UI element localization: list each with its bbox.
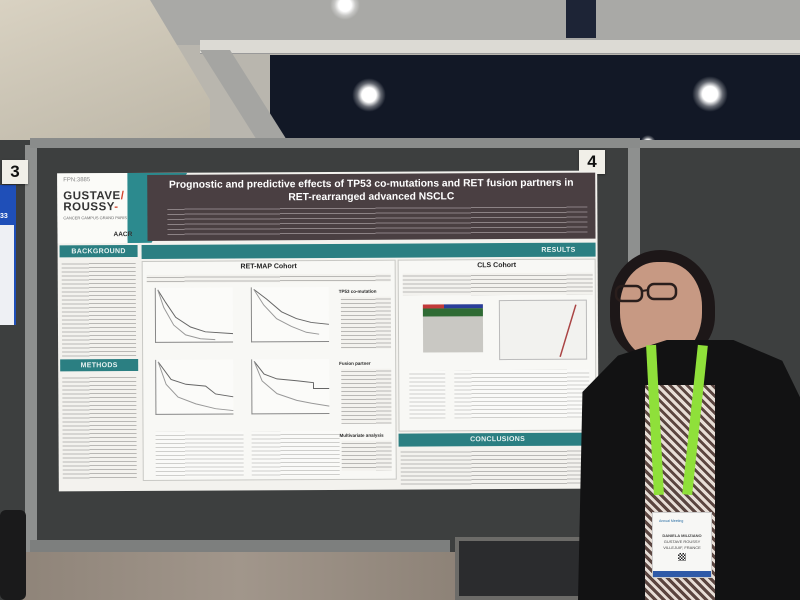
ceiling-beam — [566, 0, 596, 38]
km-plot-2b — [251, 358, 330, 415]
badge-location: VILLEJUIF, FRANCE — [663, 545, 701, 550]
tp53-text — [340, 296, 392, 349]
fusion-subheading: Fusion partner — [339, 360, 371, 366]
ret-map-panel: RET-MAP Cohort TP53 co-mutation Fusion p… — [141, 259, 397, 481]
board-number-card: 4 — [579, 150, 605, 174]
badge-organization: GUSTAVE ROUSSY — [663, 539, 701, 544]
forest-plot-3a — [155, 431, 244, 477]
scientific-poster: FPN:3885 GUSTAVE/ ROUSSY- CANCER CAMPUS … — [57, 170, 599, 492]
ret-map-heading: RET-MAP Cohort — [240, 263, 297, 271]
multivariate-text — [341, 440, 392, 471]
institution-subtitle: CANCER CAMPUS GRAND PARIS — [63, 215, 127, 221]
fusion-text — [341, 368, 392, 424]
ret-map-summary — [146, 273, 391, 283]
name-badge: Annual Meeting DANIELA MILIZIANO GUSTAVE… — [652, 512, 712, 578]
adjacent-poster-left: 33 — [0, 185, 16, 325]
board-frame-bottom — [30, 540, 450, 552]
results-heading: RESULTS — [141, 242, 596, 259]
km-plot-1a — [154, 287, 234, 343]
adjacent-poster-number: 33 — [0, 213, 8, 220]
tp53-subheading: TP53 co-mutation — [338, 288, 377, 294]
methods-heading: METHODS — [60, 358, 139, 372]
bag — [0, 510, 26, 600]
glasses-icon — [614, 282, 678, 303]
board-number-card: 3 — [2, 160, 28, 184]
cls-panel: CLS Cohort — [397, 258, 597, 432]
multivariate-subheading: Multivariate analysis — [339, 432, 384, 438]
badge-stripe — [653, 571, 711, 577]
aacr-logo: AACR — [113, 231, 133, 239]
ceiling-light — [330, 0, 360, 20]
km-plot-1b — [250, 286, 330, 343]
boxplots-4d — [454, 369, 590, 419]
poster-id: FPN:3885 — [63, 177, 91, 184]
forest-plot-3b — [251, 430, 340, 477]
conclusions-heading: CONCLUSIONS — [398, 432, 597, 447]
qr-code-icon — [678, 553, 686, 561]
boxplots-4c — [409, 370, 446, 419]
ceiling-light — [352, 78, 386, 112]
chair — [455, 537, 590, 600]
oncoprint-4a — [422, 304, 484, 353]
conclusions-text — [400, 448, 595, 486]
board-frame-top — [30, 138, 640, 148]
board-frame-top-right — [640, 140, 800, 148]
ceiling-panel — [150, 0, 800, 45]
poster-title: Prognostic and predictive effects of TP5… — [168, 177, 574, 204]
background-heading: BACKGROUND — [59, 244, 138, 258]
cls-text — [402, 272, 593, 296]
event-logo: Annual Meeting — [659, 519, 684, 523]
institution-logo: GUSTAVE/ ROUSSY- — [63, 190, 125, 214]
ceiling-rail — [200, 40, 800, 54]
gsea-plot-4b — [498, 299, 588, 361]
floor — [20, 552, 460, 600]
km-plot-2a — [155, 359, 234, 415]
background-text — [61, 261, 137, 358]
cls-heading: CLS Cohort — [477, 262, 517, 270]
author-list — [167, 204, 588, 237]
ceiling-light — [692, 76, 728, 112]
badge-name: DANIELA MILIZIANO — [662, 533, 702, 538]
board-frame-post — [25, 145, 37, 555]
methods-text — [62, 375, 137, 480]
